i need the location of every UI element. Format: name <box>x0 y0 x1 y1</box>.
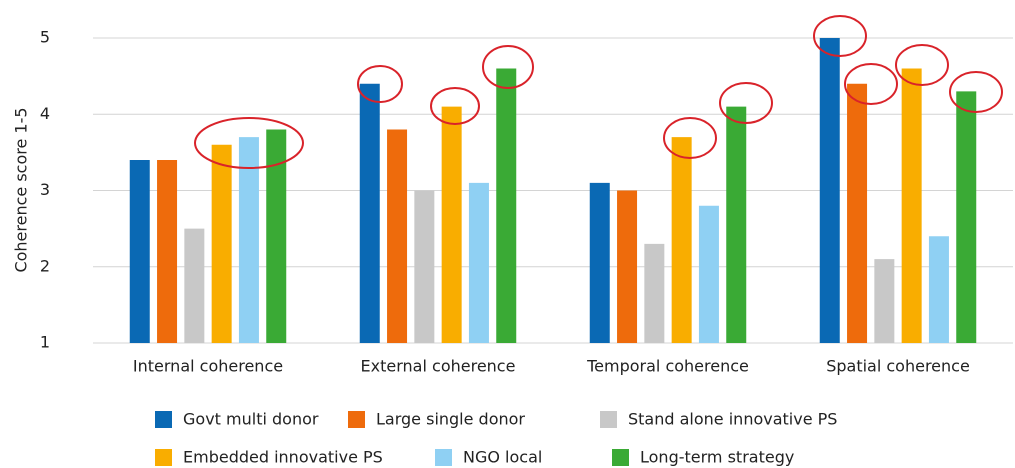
legend-label: Govt multi donor <box>183 410 319 429</box>
legend-swatch <box>155 411 172 428</box>
bar <box>441 106 462 343</box>
highlight-ring <box>357 65 403 103</box>
bar <box>211 144 232 343</box>
highlight-ring <box>430 87 480 125</box>
bar <box>496 68 517 343</box>
bar <box>698 205 719 343</box>
x-tick-label: External coherence <box>361 357 516 376</box>
legend-swatch <box>435 449 452 466</box>
highlight-ring <box>194 117 304 169</box>
y-tick-label: 4 <box>40 104 50 123</box>
legend-swatch <box>612 449 629 466</box>
y-tick-label: 1 <box>40 333 50 352</box>
bar <box>589 182 610 343</box>
y-tick-label: 5 <box>40 28 50 47</box>
legend-label: Long-term strategy <box>640 448 794 467</box>
highlight-ring <box>719 82 773 124</box>
legend-label: Embedded innovative PS <box>183 448 383 467</box>
bar <box>359 83 380 343</box>
bar <box>644 243 665 343</box>
bar <box>847 83 868 343</box>
bar <box>157 160 178 343</box>
bar <box>414 190 435 343</box>
highlight-ring <box>949 71 1003 113</box>
x-tick-label: Internal coherence <box>133 357 283 376</box>
bar <box>671 137 692 343</box>
legend-swatch <box>155 449 172 466</box>
bar <box>617 190 638 343</box>
bar <box>184 228 205 343</box>
bar <box>819 38 840 343</box>
highlight-ring <box>482 45 534 89</box>
highlight-ring <box>813 15 867 57</box>
bar <box>901 68 922 343</box>
bar <box>956 91 977 343</box>
x-tick-label: Temporal coherence <box>586 357 749 376</box>
legend-swatch <box>600 411 617 428</box>
legend-label: Stand alone innovative PS <box>628 410 837 429</box>
bar <box>928 236 949 343</box>
legend-swatch <box>348 411 365 428</box>
y-tick-label: 2 <box>40 256 50 275</box>
highlight-ring <box>844 63 898 105</box>
bar <box>387 129 408 343</box>
annotation-rings <box>194 15 1003 169</box>
bar <box>129 160 150 343</box>
y-tick-label: 3 <box>40 180 50 199</box>
bar <box>468 182 489 343</box>
bar <box>874 259 895 343</box>
y-axis-label: Coherence score 1-5 <box>12 107 31 272</box>
highlight-ring <box>895 44 949 86</box>
bar <box>726 106 747 343</box>
x-tick-label: Spatial coherence <box>826 357 970 376</box>
bar <box>266 129 287 343</box>
legend-label: NGO local <box>463 448 542 467</box>
legend-label: Large single donor <box>376 410 525 429</box>
highlight-ring <box>663 117 717 159</box>
bar <box>238 137 259 343</box>
